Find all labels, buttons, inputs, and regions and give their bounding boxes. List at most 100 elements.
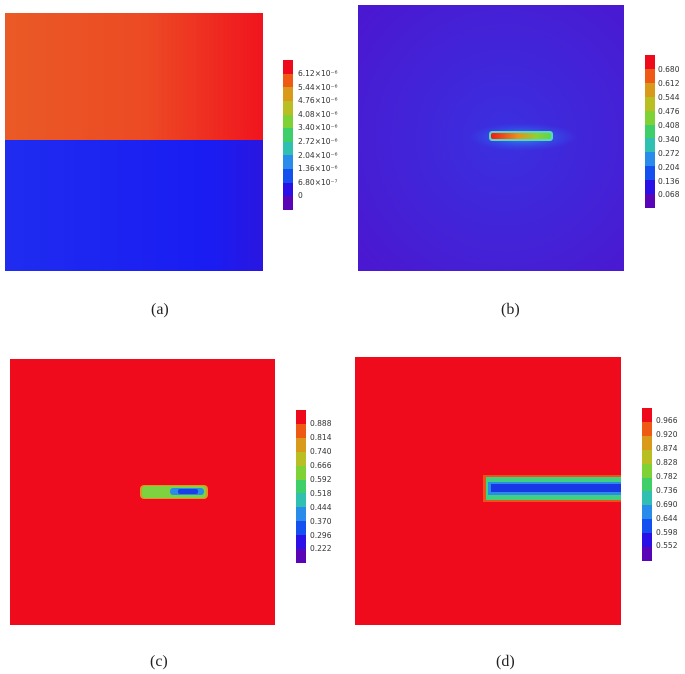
colorbar-tick-label: 6.12×10⁻⁶ — [298, 69, 338, 78]
colorbar-segment-a-7 — [283, 155, 293, 170]
colorbar-d — [642, 408, 652, 561]
colorbar-tick-label: 0.222 — [310, 544, 332, 554]
colorbar-segment-d-1 — [642, 421, 652, 436]
colorbar-tick-label: 0.296 — [310, 530, 332, 540]
colorbar-segment-b-8 — [645, 166, 655, 181]
colorbar-segment-b-1 — [645, 68, 655, 83]
colorbar-tick-label: 5.44×10⁻⁶ — [298, 82, 338, 92]
colorbar-segment-a-4 — [283, 114, 293, 129]
colorbar-tick-label: 0.828 — [656, 457, 678, 467]
colorbar-tick-label: 0.740 — [310, 446, 332, 456]
colorbar-segment-c-10 — [296, 549, 306, 563]
colorbar-tick-label: 0.666 — [310, 460, 332, 470]
colorbar-segment-c-8 — [296, 521, 306, 536]
colorbar-tick-label: 0.544 — [658, 92, 680, 102]
field-plot-c — [10, 359, 275, 625]
colorbar-segment-a-1 — [283, 73, 293, 88]
colorbar-tick-label: 1.36×10⁻⁶ — [298, 164, 338, 174]
colorbar-segment-c-1 — [296, 423, 306, 438]
colorbar-tick-label: 2.72×10⁻⁶ — [298, 137, 338, 147]
colorbar-segment-c-9 — [296, 535, 306, 550]
colorbar-segment-b-0 — [645, 55, 655, 69]
colorbar-tick-label: 0.690 — [656, 499, 678, 509]
colorbar-ticks-d: 0.966 0.920 0.874 0.828 0.782 0.736 0.690 0.644… — [656, 417, 677, 550]
colorbar-segment-d-8 — [642, 519, 652, 534]
colorbar-segment-b-10 — [645, 194, 655, 208]
colorbar-segment-b-9 — [645, 180, 655, 195]
colorbar-tick-label: 0.476 — [658, 106, 680, 116]
colorbar-segment-a-5 — [283, 128, 293, 142]
colorbar-ticks-a: 6.12×10⁻⁶ 5.44×10⁻⁶ 4.76×10⁻⁶ 4.08×10⁻⁶ 3.40… — [298, 70, 338, 200]
colorbar-segment-d-10 — [642, 547, 652, 561]
colorbar-segment-c-2 — [296, 437, 306, 452]
colorbar-tick-label: 0.340 — [658, 134, 680, 144]
colorbar-tick-label: 0.736 — [656, 485, 678, 495]
colorbar-segment-d-5 — [642, 477, 652, 492]
colorbar-tick-label: 0.680 — [658, 65, 680, 74]
colorbar-tick-label: 0.068 — [658, 190, 680, 200]
colorbar-tick-label: 2.04×10⁻⁶ — [298, 150, 338, 160]
colorbar-tick-label: 3.40×10⁻⁶ — [298, 123, 338, 133]
colorbar-tick-label: 0.552 — [656, 541, 678, 551]
colorbar-segment-d-0 — [642, 408, 652, 422]
colorbar-ticks-b: 0.680 0.612 0.544 0.476 0.408 0.340 0.272 0.204… — [658, 66, 679, 199]
colorbar-segment-b-4 — [645, 110, 655, 125]
colorbar-segment-b-7 — [645, 152, 655, 167]
colorbar-c — [296, 410, 306, 563]
colorbar-tick-label: 0.136 — [658, 176, 680, 186]
colorbar-segment-a-9 — [283, 182, 293, 197]
colorbar-segment-d-2 — [642, 435, 652, 450]
colorbar-tick-label: 0.966 — [656, 416, 678, 425]
colorbar-segment-a-10 — [283, 196, 293, 211]
caption-a: (a) — [151, 301, 169, 318]
colorbar-tick-label: 6.80×10⁻⁷ — [298, 177, 338, 187]
colorbar-tick-label: 0.444 — [310, 502, 332, 512]
colorbar-b — [645, 55, 655, 208]
colorbar-tick-label: 4.76×10⁻⁶ — [298, 96, 338, 106]
colorbar-segment-c-6 — [296, 493, 306, 508]
colorbar-tick-label: 4.08×10⁻⁶ — [298, 109, 338, 119]
colorbar-tick-label: 0.598 — [656, 527, 678, 537]
field-plot-b — [358, 5, 624, 271]
colorbar-segment-a-0 — [283, 60, 293, 74]
colorbar-tick-label: 0.408 — [658, 120, 680, 130]
colorbar-tick-label: 0.644 — [656, 513, 678, 523]
colorbar-a — [283, 60, 293, 211]
colorbar-tick-label: 0.518 — [310, 488, 332, 498]
field-plot-a — [5, 13, 263, 271]
colorbar-tick-label: 0.272 — [658, 148, 680, 158]
colorbar-tick-label: 0.782 — [656, 471, 678, 481]
caption-b: (b) — [501, 301, 520, 318]
colorbar-tick-label: 0.874 — [656, 443, 678, 453]
colorbar-segment-c-4 — [296, 465, 306, 480]
caption-c: (c) — [150, 653, 168, 670]
colorbar-tick-label: 0.814 — [310, 432, 332, 442]
colorbar-segment-b-2 — [645, 82, 655, 97]
colorbar-tick-label: 0.204 — [658, 162, 680, 172]
colorbar-segment-d-4 — [642, 463, 652, 478]
field-plot-d — [355, 357, 621, 625]
colorbar-segment-b-3 — [645, 96, 655, 111]
colorbar-tick-label: 0.370 — [310, 516, 332, 526]
colorbar-segment-c-7 — [296, 507, 306, 522]
colorbar-tick-label: 0 — [298, 191, 303, 201]
colorbar-segment-a-2 — [283, 87, 293, 101]
colorbar-segment-b-6 — [645, 138, 655, 153]
colorbar-segment-d-7 — [642, 505, 652, 520]
colorbar-segment-d-9 — [642, 533, 652, 548]
colorbar-segment-d-6 — [642, 491, 652, 506]
caption-d: (d) — [496, 653, 515, 670]
colorbar-ticks-c: 0.888 0.814 0.740 0.666 0.592 0.518 0.444 0.370… — [310, 420, 331, 553]
colorbar-tick-label: 0.920 — [656, 429, 678, 439]
colorbar-segment-c-5 — [296, 479, 306, 494]
colorbar-tick-label: 0.888 — [310, 419, 332, 428]
colorbar-segment-c-0 — [296, 410, 306, 424]
colorbar-tick-label: 0.592 — [310, 474, 332, 484]
colorbar-segment-b-5 — [645, 124, 655, 139]
colorbar-tick-label: 0.612 — [658, 78, 680, 88]
colorbar-segment-d-3 — [642, 449, 652, 464]
colorbar-segment-a-6 — [283, 141, 293, 156]
colorbar-segment-a-8 — [283, 169, 293, 183]
colorbar-segment-a-3 — [283, 100, 293, 115]
colorbar-segment-c-3 — [296, 451, 306, 466]
